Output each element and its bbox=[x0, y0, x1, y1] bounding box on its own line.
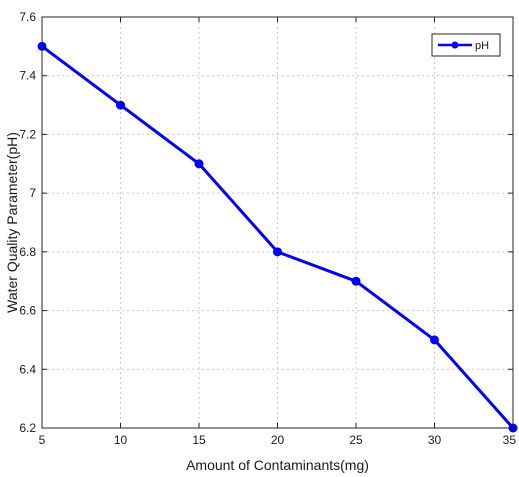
legend-marker bbox=[451, 41, 459, 49]
y-tick-label: 6.4 bbox=[19, 362, 36, 376]
data-point bbox=[430, 335, 439, 345]
legend-label: pH bbox=[475, 40, 489, 52]
x-axis-ticks: 5 10 15 20 25 30 35 bbox=[39, 17, 517, 447]
series-layer bbox=[37, 41, 518, 433]
x-tick-label: 10 bbox=[114, 433, 128, 447]
data-point bbox=[194, 159, 204, 169]
x-tick-label: 30 bbox=[428, 433, 442, 447]
y-axis-title: Water Quality Parameter(pH) bbox=[4, 132, 20, 313]
x-tick-label: 15 bbox=[192, 433, 206, 447]
data-point bbox=[116, 100, 125, 110]
y-tick-label: 6.2 bbox=[19, 421, 36, 435]
x-tick-label: 25 bbox=[349, 433, 363, 447]
legend: pH bbox=[431, 33, 501, 57]
y-tick-label: 7 bbox=[29, 186, 36, 200]
data-point bbox=[351, 276, 361, 286]
x-tick-label: 5 bbox=[39, 433, 46, 447]
x-axis-title: Amount of Contaminants(mg) bbox=[186, 457, 369, 473]
x-tick-label: 20 bbox=[271, 433, 285, 447]
x-tick-label: 35 bbox=[503, 433, 517, 447]
y-tick-label: 7.6 bbox=[19, 10, 36, 24]
y-tick-label: 7.2 bbox=[19, 127, 36, 141]
y-tick-label: 6.8 bbox=[19, 245, 36, 259]
data-point bbox=[273, 247, 282, 257]
y-tick-label: 7.4 bbox=[19, 69, 36, 83]
y-tick-label: 6.6 bbox=[19, 304, 36, 318]
y-axis-ticks: 6.2 6.4 6.6 6.8 7 7.2 7.4 7.6 bbox=[19, 10, 513, 435]
plot-frame bbox=[41, 16, 514, 429]
